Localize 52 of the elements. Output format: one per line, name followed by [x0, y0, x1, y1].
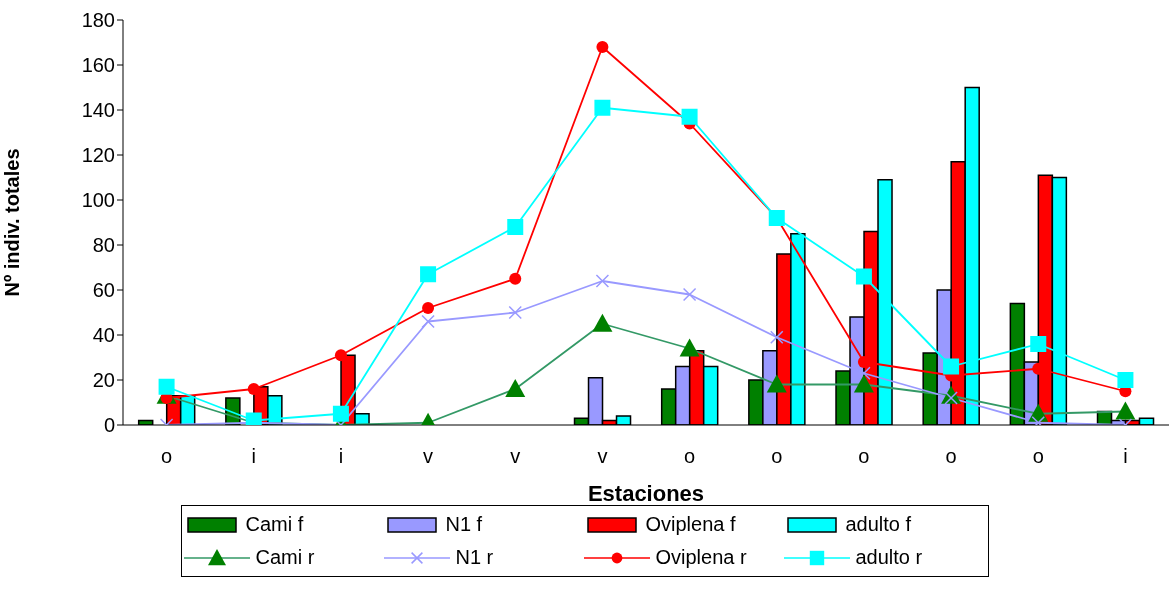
point [420, 266, 437, 283]
point [1030, 336, 1047, 352]
legend-label: adulto f [845, 513, 912, 536]
y-tick-label: 40 [92, 324, 115, 347]
y-tick-label: 0 [103, 414, 115, 437]
point [507, 219, 524, 235]
point [594, 99, 611, 116]
y-tick-label: 100 [81, 189, 115, 212]
point [1117, 372, 1134, 388]
x-tick-label: v [423, 445, 434, 468]
legend-label: adulto r [855, 546, 923, 569]
point [421, 314, 435, 329]
point [422, 302, 435, 314]
x-tick-label: i [338, 445, 344, 468]
y-tick-label: 160 [81, 54, 115, 77]
y-tick-label: 80 [92, 234, 115, 257]
x-tick-label: o [945, 445, 957, 468]
point [332, 405, 349, 422]
x-tick-label: o [771, 445, 783, 468]
y-tick-label: 120 [81, 144, 115, 167]
point [508, 305, 522, 320]
legend-label: N1 r [455, 546, 494, 569]
x-tick-label: o [161, 445, 173, 468]
point [681, 108, 698, 125]
point [595, 274, 610, 288]
x-tick-label: o [858, 445, 870, 468]
x-tick-label: v [597, 445, 608, 468]
point [855, 268, 872, 285]
point [596, 41, 609, 53]
legend-label: N1 f [445, 513, 483, 536]
point [247, 383, 260, 395]
y-tick-label: 140 [81, 99, 115, 122]
legend-label: Oviplena f [645, 513, 736, 536]
y-axis-title: Nº indiv. totales [1, 148, 24, 297]
point [770, 330, 784, 344]
point [158, 378, 175, 395]
point [943, 358, 960, 375]
x-tick-label: o [1032, 445, 1044, 468]
y-tick-label: 180 [81, 9, 115, 32]
x-tick-label: o [684, 445, 696, 468]
x-tick-label: v [510, 445, 521, 468]
legend-label: Cami f [245, 513, 304, 536]
point [682, 287, 697, 302]
legend-label: Cami r [255, 546, 315, 569]
x-tick-label: i [251, 445, 256, 468]
legend-label: Oviplena r [655, 546, 747, 569]
y-tick-label: 20 [92, 369, 115, 392]
point [509, 272, 522, 285]
x-axis-title: Estaciones [587, 481, 705, 506]
point [334, 349, 347, 362]
x-tick-label: i [1123, 445, 1128, 468]
y-tick-label: 60 [92, 279, 115, 302]
